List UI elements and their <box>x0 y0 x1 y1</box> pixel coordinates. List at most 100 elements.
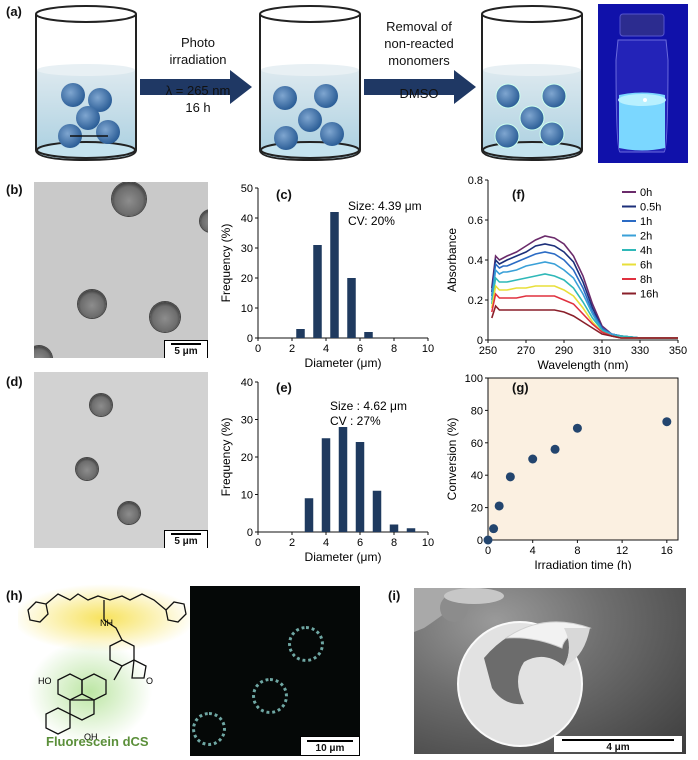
arrow-2 <box>364 70 476 104</box>
panel-label-g: (g) <box>512 380 529 395</box>
x-tick-label: 0 <box>485 545 491 557</box>
y-axis-label: Conversion (%) <box>445 418 459 501</box>
panel-label-a: (a) <box>6 4 22 19</box>
y-tick-label: 0 <box>477 335 483 347</box>
x-tick-label: 0 <box>255 343 261 355</box>
data-point <box>489 524 499 534</box>
x-axis-label: Wavelength (nm) <box>538 358 629 372</box>
bar <box>330 212 339 338</box>
data-point <box>662 417 672 427</box>
y-tick-label: 30 <box>241 243 253 255</box>
scalebar-h: 10 μm <box>300 736 360 756</box>
step2-line4: DMSO <box>399 86 439 101</box>
y-tick-label: 40 <box>241 377 253 389</box>
bead <box>34 346 52 358</box>
plot-area <box>487 377 679 541</box>
y-tick-label: 50 <box>241 183 253 195</box>
panel-label-d: (d) <box>6 374 23 389</box>
beaker-2 <box>259 5 361 162</box>
panel-label-b: (b) <box>6 182 23 197</box>
scalebar-h-label: 10 μm <box>315 743 345 754</box>
bead <box>200 210 208 232</box>
panel-label-f: (f) <box>512 187 525 202</box>
data-point <box>550 444 560 454</box>
y-tick-label: 20 <box>471 503 483 515</box>
y-tick-label: 40 <box>241 213 253 225</box>
y-tick-label: 20 <box>241 273 253 285</box>
scalebar-b-label: 5 μm <box>174 346 198 357</box>
data-point <box>528 454 538 464</box>
y-tick-label: 100 <box>465 373 483 385</box>
step2-text: Removal of non-reacted monomers DMSO <box>364 18 474 102</box>
beaker-3 <box>481 5 583 162</box>
x-tick-label: 6 <box>357 343 363 355</box>
absorbance-chart-f: 250 270 290 310 330 350 0 0.2 0.4 0.6 0.8 Wavelengt… <box>445 175 687 372</box>
y-tick-label: 0 <box>247 333 253 345</box>
x-tick-label: 0 <box>255 537 261 549</box>
panel-label-h: (h) <box>6 588 23 603</box>
x-axis-label: Diameter (μm) <box>305 356 382 370</box>
annotation-cv: CV : 27% <box>330 414 381 428</box>
scalebar-d: 5 μm <box>164 530 208 548</box>
arrow-1 <box>140 70 252 104</box>
confocal-image-h: 10 μm <box>190 586 360 756</box>
y-tick-label: 10 <box>241 490 253 502</box>
step1-line2: irradiation <box>169 52 227 67</box>
y-tick-label: 80 <box>471 405 483 417</box>
nh-label: NH <box>100 618 113 628</box>
y-tick-label: 10 <box>241 303 253 315</box>
vial-photo <box>598 4 688 163</box>
y-tick-label: 0 <box>247 527 253 539</box>
molecule-name: Fluorescein dCS <box>46 734 149 749</box>
bar <box>355 442 365 532</box>
x-tick-label: 290 <box>555 345 573 357</box>
scalebar-i: 4 μm <box>554 736 682 753</box>
step2-line3: monomers <box>388 53 450 68</box>
x-axis-label: Diameter (μm) <box>305 550 382 564</box>
legend-label: 0.5h <box>640 202 661 214</box>
conversion-chart-g: 0 4 8 12 16 0 20 40 60 80 100 Irradiation time (h) C… <box>445 373 679 570</box>
y-tick-label: 0.8 <box>468 175 483 187</box>
bead <box>90 394 112 416</box>
data-point <box>572 423 582 433</box>
y-tick-label: 40 <box>471 470 483 482</box>
scalebar-b: 5 μm <box>164 340 208 358</box>
y-tick-label: 0.4 <box>468 255 483 267</box>
scheme-illustration <box>35 4 688 163</box>
bar <box>406 528 416 532</box>
sem-capsule <box>414 588 592 747</box>
fluorescein-dcs-structure: NH O HO OH <box>18 584 190 744</box>
x-tick-label: 16 <box>661 545 673 557</box>
y-tick-label: 0.2 <box>468 295 483 307</box>
micrograph-b: 5 μm <box>34 182 208 358</box>
panel-label-i: (i) <box>388 588 401 603</box>
y-axis-label: Frequency (%) <box>219 224 233 303</box>
data-point <box>483 535 493 545</box>
x-tick-label: 8 <box>391 537 397 549</box>
histogram-c: 0 2 4 6 8 10 0 10 20 30 40 50 Diameter (μm) Frequency… <box>219 183 434 370</box>
x-axis-label: Irradiation time (h) <box>534 558 631 570</box>
series-line-8h <box>491 292 678 339</box>
step2-line1: Removal of <box>386 19 452 34</box>
bar <box>338 427 348 532</box>
ho-label: HO <box>38 676 52 686</box>
bar <box>372 490 382 532</box>
step2-line2: non-reacted <box>384 36 454 51</box>
y-tick-label: 30 <box>241 415 253 427</box>
bead <box>150 302 180 332</box>
x-tick-label: 4 <box>323 537 329 549</box>
x-tick-label: 12 <box>616 545 628 557</box>
fluorescent-particle <box>252 678 288 714</box>
scalebar-i-label: 4 μm <box>606 742 630 753</box>
x-tick-label: 10 <box>422 537 434 549</box>
x-tick-label: 250 <box>479 345 497 357</box>
x-tick-label: 10 <box>422 343 434 355</box>
annotation-size: Size : 4.62 μm <box>330 399 407 413</box>
y-axis-label: Absorbance <box>445 228 459 292</box>
y-tick-label: 60 <box>471 438 483 450</box>
x-tick-label: 350 <box>669 345 687 357</box>
x-tick-label: 4 <box>323 343 329 355</box>
x-tick-label: 4 <box>530 545 536 557</box>
beaker-1 <box>35 5 137 162</box>
y-tick-label: 0 <box>477 535 483 547</box>
